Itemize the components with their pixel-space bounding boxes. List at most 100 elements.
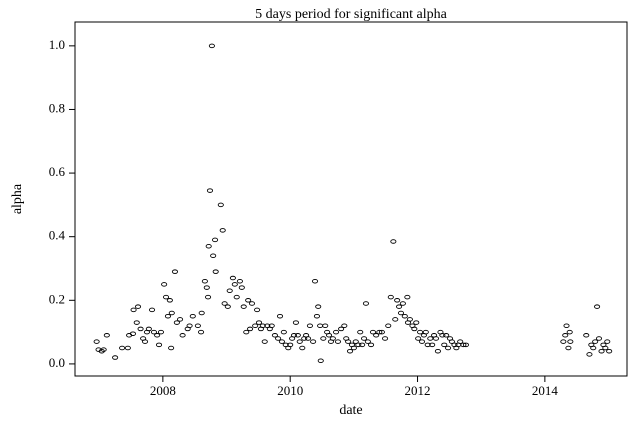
point [198, 310, 205, 316]
point [424, 342, 431, 348]
point [296, 339, 303, 344]
point [439, 333, 446, 338]
point [563, 323, 570, 328]
y-tick-label: 0.0 [49, 355, 65, 370]
point [306, 323, 313, 328]
point [434, 348, 441, 354]
point [443, 333, 450, 338]
point [280, 329, 287, 335]
point [124, 345, 131, 351]
point [134, 304, 142, 309]
y-tick-label: 0.4 [49, 228, 66, 243]
point [332, 329, 340, 335]
point [338, 326, 345, 332]
point [602, 345, 609, 351]
point [221, 301, 228, 306]
x-tick-label: 2014 [532, 383, 559, 398]
point [606, 348, 613, 354]
point [155, 342, 163, 348]
point [248, 301, 256, 306]
point [233, 294, 240, 300]
point [590, 345, 597, 351]
point [168, 345, 175, 351]
point [378, 329, 385, 335]
point [317, 358, 324, 363]
point [278, 339, 285, 344]
point [198, 329, 205, 335]
point [154, 333, 161, 338]
point [189, 313, 196, 319]
point [226, 288, 233, 294]
point [368, 342, 375, 348]
point [429, 342, 436, 348]
point [592, 339, 599, 344]
point [224, 304, 231, 309]
point [404, 294, 411, 300]
point [392, 317, 399, 322]
point [399, 301, 406, 306]
point [567, 339, 574, 344]
point [598, 348, 605, 354]
point [594, 304, 601, 309]
point [313, 313, 320, 319]
point [320, 336, 327, 341]
point [255, 320, 263, 325]
point [252, 323, 259, 328]
point [206, 188, 214, 193]
point [157, 329, 165, 335]
point [362, 301, 370, 306]
point [566, 329, 573, 335]
x-tick-label: 2012 [405, 383, 431, 398]
point [119, 345, 126, 351]
point [164, 313, 172, 319]
point [133, 320, 140, 325]
point [162, 294, 170, 300]
point [287, 342, 294, 348]
point [315, 304, 322, 309]
y-tick-label: 0.2 [49, 291, 65, 306]
point [357, 329, 364, 335]
point [299, 345, 306, 351]
point [460, 342, 467, 348]
point [359, 342, 366, 348]
point [369, 329, 377, 335]
point [560, 339, 567, 344]
point [394, 298, 401, 303]
point [345, 339, 352, 344]
point [586, 352, 593, 357]
point [441, 342, 448, 348]
point [161, 282, 168, 287]
point [418, 339, 426, 344]
point [205, 243, 212, 249]
point [376, 329, 383, 335]
point [100, 347, 107, 352]
point [231, 282, 238, 287]
point [261, 339, 268, 344]
point [382, 336, 389, 341]
point [565, 345, 572, 351]
point [205, 294, 212, 300]
point [238, 285, 245, 290]
point [212, 237, 219, 243]
point [406, 317, 413, 322]
point [310, 339, 317, 344]
point [355, 342, 362, 348]
point [385, 323, 392, 328]
point [268, 323, 275, 328]
point [346, 348, 354, 354]
point [186, 323, 193, 328]
point [432, 336, 440, 341]
point [168, 310, 175, 316]
point [397, 310, 405, 316]
point [373, 333, 380, 338]
point [194, 323, 201, 328]
point [179, 333, 186, 338]
point [271, 333, 278, 338]
point [390, 239, 397, 244]
point [145, 326, 152, 332]
point [229, 275, 236, 281]
point [245, 298, 252, 303]
point [341, 323, 348, 328]
point [150, 329, 157, 335]
